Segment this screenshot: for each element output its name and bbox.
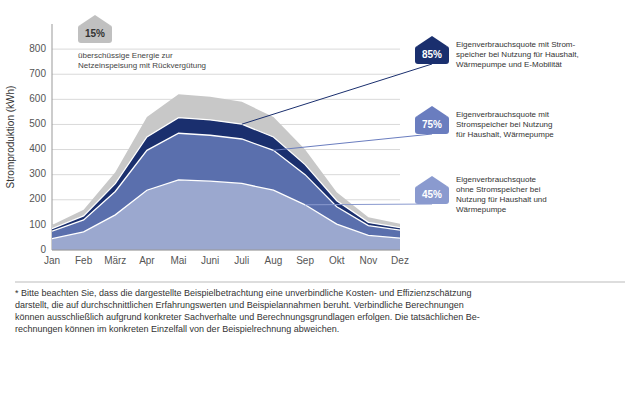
badge-roof (80, 15, 110, 25)
chart: 0 100 200 300 400 500 600 700 800 Stromproduktion… (0, 0, 640, 404)
x-tick-label: Jan (44, 255, 60, 266)
text-line: darstellt, die auf durchschnittlichen Er… (15, 300, 464, 310)
annotations: 15% überschüssige Energie zurNetzeinspeis… (78, 15, 579, 214)
text-line: Eigenverbrauchsquote (456, 175, 537, 184)
text-line: Wärmepumpe (456, 205, 507, 214)
connector (305, 204, 432, 206)
y-tick-label: 400 (29, 143, 46, 154)
y-tick-label: 100 (29, 219, 46, 230)
y-axis-line (52, 24, 53, 250)
area (52, 118, 400, 250)
badge-label: 85% (422, 49, 442, 60)
text-line: Wärmepumpe und E-Mobilität (456, 60, 563, 69)
badge-body (415, 116, 449, 134)
badge-roof (417, 176, 447, 186)
badge: 15% (78, 15, 112, 43)
badge-label: 75% (422, 119, 442, 130)
x-tick-label: Okt (329, 255, 345, 266)
x-tick-label: Sep (296, 255, 314, 266)
text-line: rechnungen können im konkreten Einzelfal… (15, 324, 339, 334)
x-tick-label: Juli (234, 255, 249, 266)
text-line: Eigenverbrauchsquote mit (456, 110, 550, 119)
annotation-text: Eigenverbrauchsquote mit Strom-speicher … (456, 40, 579, 69)
x-tick-label: Nov (359, 255, 377, 266)
badge: 85% (415, 36, 449, 64)
annotation-text: Eigenverbrauchsquoteohne Stromspeicher b… (456, 175, 547, 214)
annotation-text: Eigenverbrauchsquote mitStromspeicher be… (456, 110, 554, 139)
badge: 45% (415, 176, 449, 204)
y-tick-label: 800 (29, 43, 46, 54)
badge-roof (417, 36, 447, 46)
text-line: Netzeinspeisung mit Rückvergütung (78, 61, 206, 70)
area (52, 94, 400, 250)
x-tick-label: März (104, 255, 126, 266)
y-tick-label: 700 (29, 68, 46, 79)
x-tick-label: Dez (391, 255, 409, 266)
text-line: für Haushalt, Wärmepumpe (456, 130, 554, 139)
text-line: Eigenverbrauchsquote mit Strom- (456, 40, 576, 49)
grid-line (52, 74, 400, 75)
area (52, 180, 400, 250)
text-line: können ausschließlich aufgrund konkreter… (15, 312, 480, 322)
y-tick-label: 500 (29, 118, 46, 129)
text-line: Stromspeicher bei Nutzung (456, 120, 553, 129)
badge: 75% (415, 106, 449, 134)
badge-body (78, 25, 112, 43)
grid-line (52, 49, 400, 50)
footnote: * Bitte beachten Sie, dass die dargestel… (15, 288, 480, 334)
area-edge (52, 118, 400, 229)
x-tick-label: Feb (75, 255, 93, 266)
grid-line (52, 250, 400, 251)
x-tick-label: Mai (170, 255, 186, 266)
badge-body (415, 186, 449, 204)
badge-body (415, 46, 449, 64)
text-line: überschüssige Energie zur (78, 51, 173, 60)
badge-roof (417, 106, 447, 116)
y-axis: 0 100 200 300 400 500 600 700 800 (29, 24, 400, 255)
area (52, 133, 400, 250)
y-axis-label: Stromproduktion (kWh) (5, 86, 16, 189)
text-line: Nutzung für Haushalt und (456, 195, 547, 204)
y-tick-label: 600 (29, 93, 46, 104)
y-tick-label: 200 (29, 193, 46, 204)
area-edge (52, 180, 400, 239)
text-line: ohne Stromspeicher bei (456, 185, 541, 194)
text-line: speicher bei Nutzung für Haushalt, (456, 50, 579, 59)
x-tick-label: Aug (265, 255, 283, 266)
y-tick-label: 0 (40, 244, 46, 255)
text-line: * Bitte beachten Sie, dass die dargestel… (15, 288, 472, 298)
badge-label: 45% (422, 189, 442, 200)
x-axis-line (52, 250, 400, 251)
x-axis: Jan Feb März Apr Mai Juni Juli Aug Sep Okt Nov Dez (44, 250, 409, 266)
x-tick-label: Apr (139, 255, 155, 266)
separator (15, 282, 625, 283)
background (0, 0, 640, 404)
x-tick-label: Juni (201, 255, 219, 266)
plot-area (52, 94, 400, 250)
y-tick-label: 300 (29, 168, 46, 179)
annotation-text: überschüssige Energie zurNetzeinspeisung… (78, 51, 206, 70)
badge-label: 15% (85, 28, 105, 39)
connector (273, 134, 432, 150)
connector (242, 64, 432, 124)
